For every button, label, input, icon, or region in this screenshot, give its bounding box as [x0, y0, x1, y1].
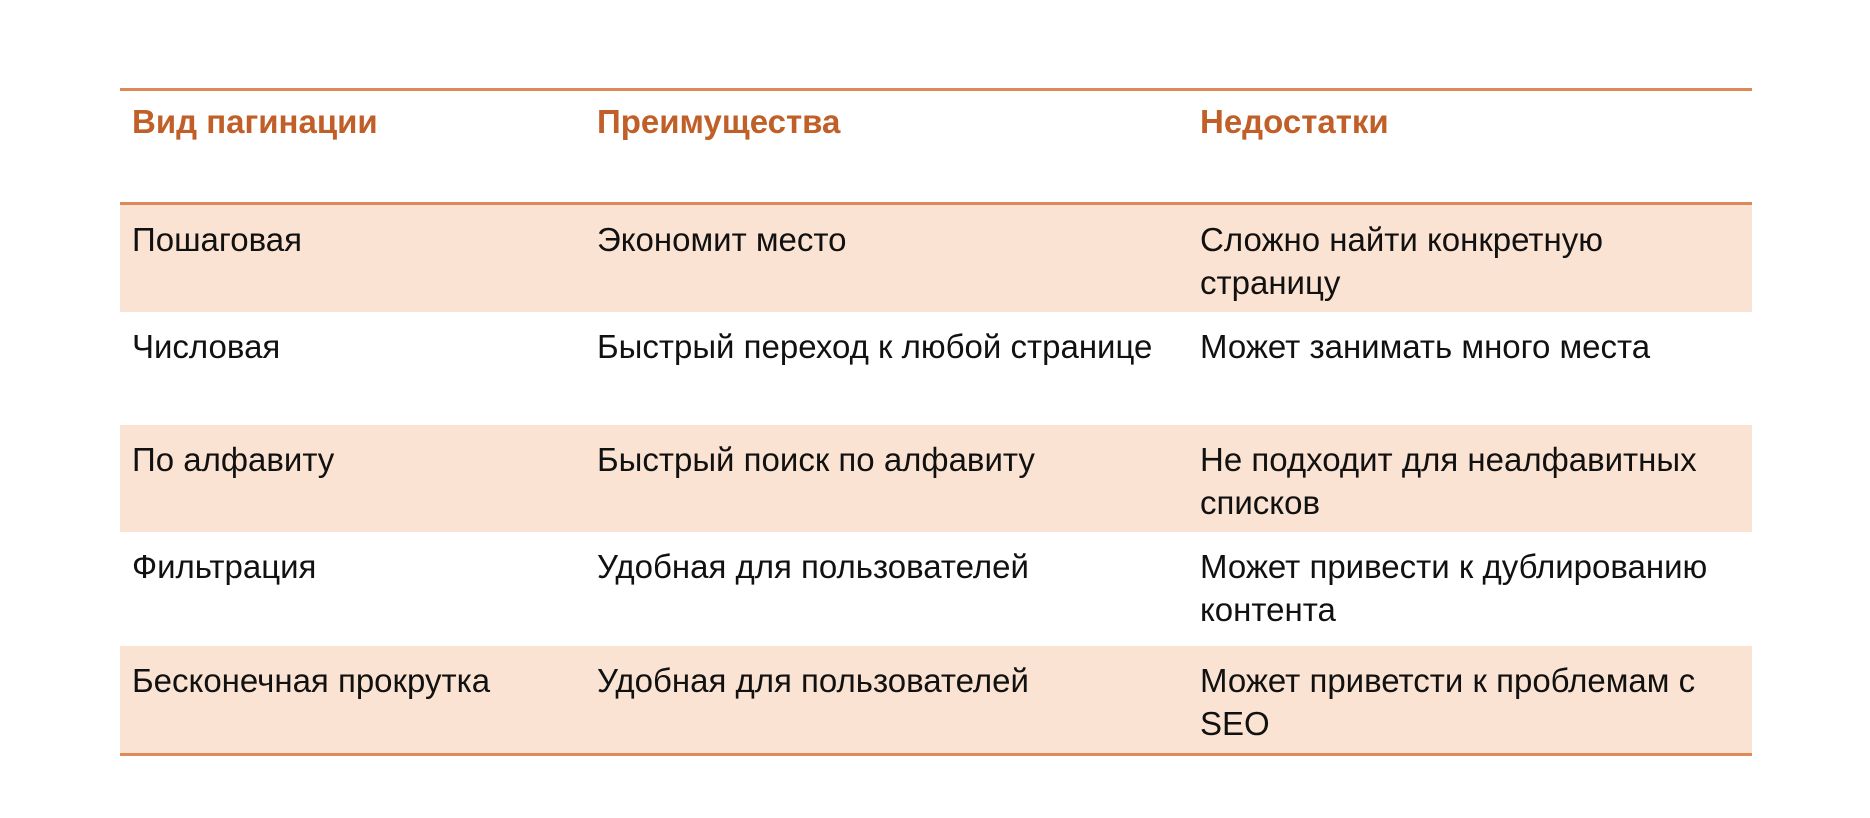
cell-pagination-type: Фильтрация [132, 548, 317, 585]
table-row: По алфавиту Быстрый поиск по алфавиту Не… [120, 425, 1752, 532]
header-row: Вид пагинации Преимущества Недостатки [120, 90, 1752, 204]
cell-pagination-type: Бесконечная прокрутка [132, 662, 491, 699]
table-row: Фильтрация Удобная для пользователей Мож… [120, 532, 1752, 646]
cell-disadvantages: Сложно найти конкретную страницу [1200, 221, 1604, 301]
cell-disadvantages: Может приветсти к проблемам с SEO [1200, 662, 1696, 742]
cell-advantages: Быстрый поиск по алфавиту [597, 441, 1035, 478]
cell-advantages: Быстрый переход к любой странице [597, 328, 1153, 365]
column-header-disadvantages: Недостатки [1200, 103, 1389, 140]
table-row: Пошаговая Экономит место Сложно найти ко… [120, 203, 1752, 312]
pagination-comparison-table: Вид пагинации Преимущества Недостатки По… [120, 88, 1752, 756]
table-row: Числовая Быстрый переход к любой страниц… [120, 312, 1752, 425]
cell-pagination-type: По алфавиту [132, 441, 335, 478]
table-row: Бесконечная прокрутка Удобная для пользо… [120, 646, 1752, 755]
cell-pagination-type: Числовая [132, 328, 281, 365]
cell-disadvantages: Может занимать много места [1200, 328, 1651, 365]
cell-advantages: Удобная для пользователей [597, 548, 1029, 585]
cell-disadvantages: Может привести к дублированию контента [1200, 548, 1708, 628]
column-header-pagination-type: Вид пагинации [132, 103, 378, 140]
column-header-advantages: Преимущества [597, 103, 841, 140]
cell-pagination-type: Пошаговая [132, 221, 302, 258]
cell-advantages: Экономит место [597, 221, 847, 258]
cell-advantages: Удобная для пользователей [597, 662, 1029, 699]
cell-disadvantages: Не подходит для неалфавитных списков [1200, 441, 1697, 521]
